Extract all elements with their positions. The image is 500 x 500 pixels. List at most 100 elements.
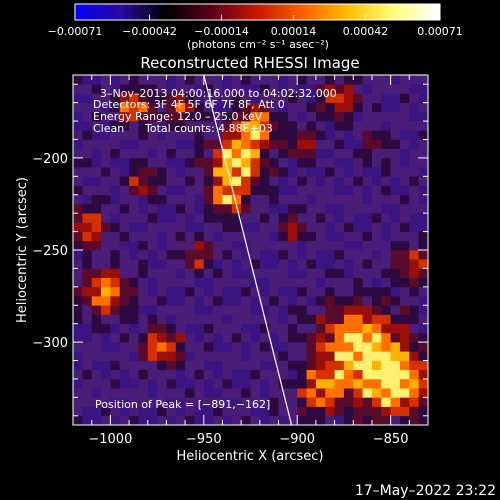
heatmap-cell [194,296,205,306]
heatmap-cell [241,130,251,140]
heatmap-cell [259,406,270,417]
heatmap-cell [175,213,186,223]
heatmap-cell [138,296,149,306]
heatmap-cell [278,121,289,131]
heatmap-cell [381,360,391,371]
heatmap-cell [315,213,326,223]
heatmap-cell [259,93,270,103]
heatmap-cell [334,111,345,122]
heatmap-cell [315,185,326,196]
heatmap-cell [315,250,326,260]
heatmap-cell [129,277,139,288]
heatmap-cell [362,240,373,251]
heatmap-cell [157,332,167,343]
heatmap-cell [306,406,317,417]
heatmap-cell [269,388,279,398]
heatmap-cell [325,250,335,260]
heatmap-cell [381,75,391,85]
heatmap-cell [381,222,391,232]
heatmap-cell [325,176,335,186]
heatmap-cell [390,213,401,223]
heatmap-cell [259,296,270,306]
heatmap-cell [91,75,102,85]
heatmap-cell [390,176,401,186]
heatmap-cell [259,240,270,251]
heatmap-cell [399,250,410,260]
heatmap-cell [278,75,289,85]
heatmap-cell [297,213,307,223]
heatmap-cell [287,277,298,288]
heatmap-cell [315,75,326,85]
heatmap-cell [250,286,261,297]
heatmap-cell [166,203,177,214]
heatmap-cell [353,351,363,361]
heatmap-cell [353,406,363,417]
heatmap-cell [371,231,382,242]
heatmap-cell [213,139,223,149]
heatmap-cell [82,314,92,324]
heatmap-cell [325,130,335,140]
heatmap-cell [390,102,401,113]
heatmap-cell [269,415,279,425]
heatmap-cell [409,176,419,186]
heatmap-cell [185,378,195,389]
heatmap-cell [297,397,307,407]
heatmap-cell [259,332,270,343]
heatmap-cell [325,397,335,407]
heatmap-cell [222,148,233,159]
heatmap-cell [166,231,177,242]
heatmap-cell [418,378,428,389]
heatmap-cell [110,148,121,159]
heatmap-cell [73,194,83,205]
heatmap-cell [231,323,242,334]
heatmap-cell [203,286,214,297]
heatmap-cell [353,369,363,380]
heatmap-cell [82,222,92,232]
heatmap-cell [241,305,251,315]
heatmap-cell [325,203,335,214]
y-tick-label: −250 [32,244,68,259]
heatmap-cell [315,93,326,103]
heatmap-cell [343,130,354,140]
heatmap-cell [185,139,195,149]
heatmap-cell [194,213,205,223]
heatmap-cell [241,167,251,177]
heatmap-cell [306,351,317,361]
heatmap-cell [241,75,251,85]
heatmap-cell [269,406,279,417]
heatmap-cell [250,351,261,361]
heatmap-cell [129,185,139,196]
heatmap-cell [287,203,298,214]
heatmap-cell [343,84,354,94]
heatmap-cell [250,259,261,269]
heatmap-cell [399,157,410,168]
heatmap-cell [91,268,102,278]
heatmap-cell [175,222,186,232]
heatmap-cell [185,213,195,223]
heatmap-cell [362,286,373,297]
heatmap-cell [278,342,289,352]
heatmap-cell [138,268,149,278]
heatmap-cell [250,323,261,334]
heatmap-cell [119,111,130,122]
heatmap-cell [381,286,391,297]
heatmap-cell [82,415,92,425]
heatmap-cell [390,351,401,361]
heatmap-cell [91,130,102,140]
heatmap-cell [418,75,428,85]
heatmap-cell [147,305,158,315]
heatmap-cell [278,351,289,361]
heatmap-cell [138,415,149,425]
heatmap-cell [129,360,139,371]
heatmap-cell [101,157,111,168]
heatmap-cell [203,213,214,223]
heatmap-cell [241,93,251,103]
heatmap-cell [334,121,345,131]
heatmap-cell [185,102,195,113]
heatmap-cell [185,388,195,398]
heatmap-cell [371,268,382,278]
heatmap-cell [343,332,354,343]
heatmap-cell [166,332,177,343]
heatmap-cell [399,194,410,205]
heatmap-cell [259,157,270,168]
